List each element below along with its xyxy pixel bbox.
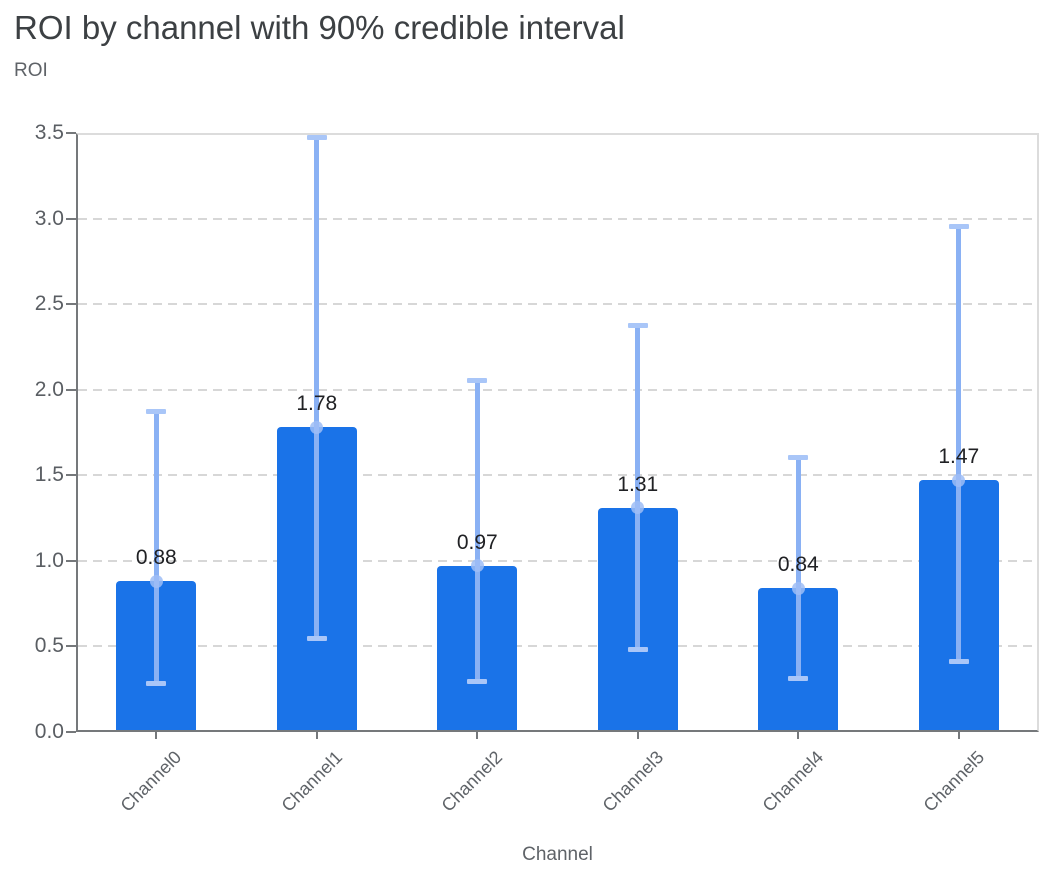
error-bar-cap-bottom — [467, 679, 488, 685]
error-bar-cap-top — [146, 408, 167, 414]
x-axis-tick — [315, 732, 318, 739]
x-tick-label: Channel2 — [437, 747, 507, 816]
y-tick-label: 1.0 — [34, 548, 64, 572]
y-tick-label: 2.5 — [34, 292, 64, 316]
y-tick-label: 2.0 — [34, 377, 64, 401]
error-bar-cap-top — [948, 223, 969, 229]
mean-marker — [791, 581, 805, 595]
bar-value-label: 1.31 — [617, 472, 659, 496]
y-tick-label: 0.5 — [34, 634, 64, 658]
y-axis-tick — [66, 132, 76, 134]
y-tick-label: 0.0 — [34, 720, 64, 743]
error-bar-cap-top — [306, 134, 327, 140]
error-bar-cap-bottom — [306, 636, 327, 642]
gridline — [78, 388, 1037, 391]
error-bar-cap-top — [627, 322, 648, 328]
y-axis-tick — [66, 731, 76, 733]
x-axis-tick — [476, 732, 479, 739]
error-bar-line — [635, 322, 641, 652]
bar-value-label: 0.84 — [777, 553, 819, 577]
mean-marker — [631, 501, 645, 515]
y-axis-tick — [66, 474, 76, 477]
error-bar-cap-bottom — [627, 646, 648, 652]
mean-marker — [470, 559, 484, 573]
bar-value-label: 0.97 — [456, 530, 498, 554]
error-bar-cap-top — [788, 454, 809, 460]
x-axis-title: Channel — [522, 844, 593, 865]
y-axis-tick — [66, 217, 76, 220]
y-tick-label: 3.0 — [34, 206, 64, 230]
gridline — [78, 559, 1037, 562]
gridline — [78, 303, 1037, 306]
gridline — [78, 645, 1037, 648]
error-bar-line — [956, 223, 962, 664]
y-axis-tick — [66, 303, 76, 306]
plot-area — [76, 133, 1039, 732]
bar-value-label: 1.78 — [296, 392, 338, 416]
bar-value-label: 1.47 — [938, 445, 980, 469]
x-tick-label: Channel5 — [919, 747, 988, 816]
x-tick-label: Channel1 — [277, 747, 346, 816]
y-axis-tick — [66, 645, 76, 648]
x-axis-tick — [636, 732, 639, 739]
error-bar-cap-bottom — [788, 675, 809, 681]
y-axis-tick — [66, 559, 76, 562]
bar-value-label: 0.88 — [135, 546, 177, 570]
mean-marker — [149, 574, 163, 588]
error-bar-cap-bottom — [146, 680, 167, 686]
mean-marker — [952, 473, 966, 487]
y-axis-tick — [66, 388, 76, 391]
x-tick-label: Channel0 — [116, 747, 186, 816]
y-tick-label: 3.5 — [34, 121, 64, 144]
gridline — [78, 217, 1037, 220]
x-axis-tick — [957, 732, 960, 739]
error-bar-cap-top — [467, 377, 488, 383]
mean-marker — [310, 420, 324, 434]
x-tick-label: Channel4 — [758, 747, 828, 816]
y-tick-label: 1.5 — [34, 463, 64, 487]
x-tick-label: Channel3 — [598, 747, 667, 816]
y-axis-title: ROI — [14, 60, 48, 81]
error-bar-cap-bottom — [948, 658, 969, 664]
error-bar-line — [314, 134, 320, 642]
x-axis-tick — [797, 732, 800, 739]
error-bar-line — [795, 454, 801, 681]
error-bar-line — [474, 377, 480, 685]
gridline — [78, 474, 1037, 477]
x-axis-tick — [155, 732, 158, 739]
error-bar-line — [153, 408, 159, 686]
chart-title: ROI by channel with 90% credible interva… — [14, 9, 625, 46]
